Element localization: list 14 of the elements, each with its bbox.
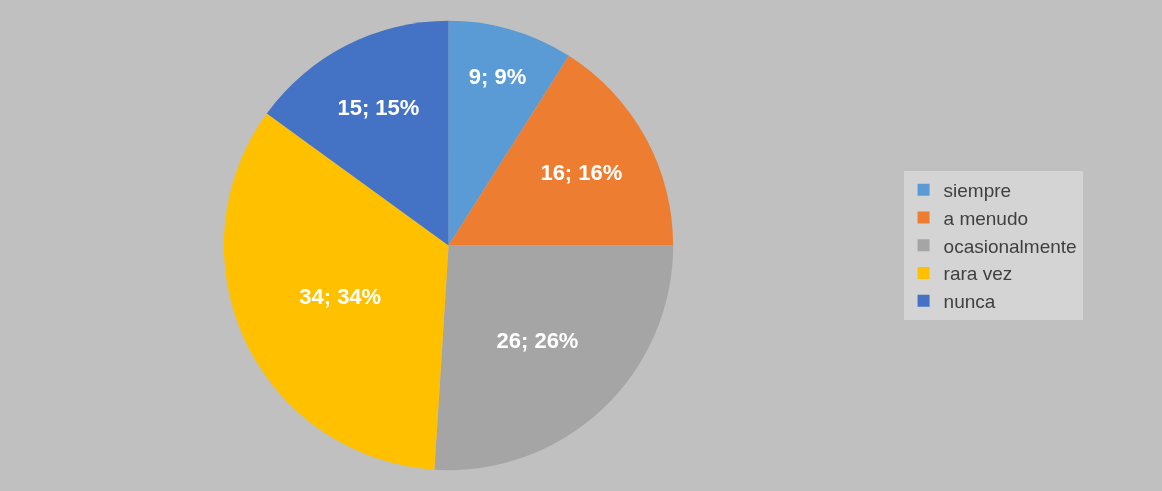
legend-label: a menudo bbox=[943, 207, 1029, 229]
legend-label: siempre bbox=[943, 180, 1012, 202]
data-label: 15; 15% bbox=[337, 95, 420, 121]
data-label: 34; 34% bbox=[299, 283, 382, 309]
legend-label: nunca bbox=[943, 291, 996, 313]
data-label: 9; 9% bbox=[468, 64, 527, 90]
pie-slice bbox=[448, 55, 674, 246]
data-label: 16; 16% bbox=[540, 159, 623, 185]
pie-slice bbox=[434, 245, 674, 470]
legend-label: ocasionalmente bbox=[943, 235, 1077, 257]
legend-label: rara vez bbox=[943, 263, 1013, 285]
data-label: 26; 26% bbox=[496, 327, 579, 353]
pie-slice bbox=[266, 20, 449, 246]
pie-slice bbox=[448, 20, 569, 246]
